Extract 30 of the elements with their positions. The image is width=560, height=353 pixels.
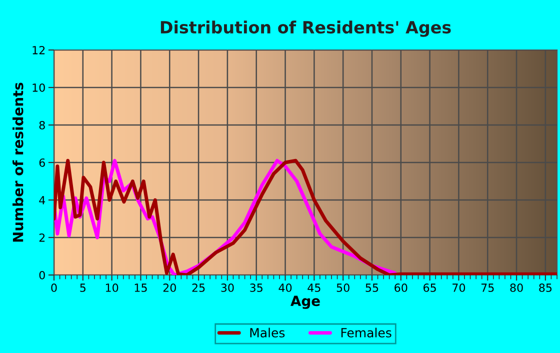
x-tick-label: 55: [366, 284, 378, 292]
x-tick-label: 45: [308, 284, 320, 292]
y-tick-label: 6: [39, 158, 45, 167]
y-tick-label: 4: [39, 196, 46, 204]
y-tick-label: 0: [39, 270, 45, 280]
x-tick-label: 40: [278, 284, 292, 292]
x-tick-label: 80: [510, 284, 523, 292]
x-tick-label: 15: [134, 284, 147, 292]
y-tick-label: 8: [39, 120, 45, 130]
x-tick-label: 20: [163, 284, 176, 292]
x-tick-label: 10: [106, 284, 118, 292]
x-tick-label: 35: [250, 284, 262, 292]
x-tick-label: 70: [452, 284, 466, 292]
y-tick-label: 2: [39, 233, 45, 242]
x-tick-label: 30: [221, 284, 234, 292]
x-tick-label: 60: [394, 284, 408, 292]
y-axis-title: Number of residents: [12, 82, 24, 242]
y-tick-label: 10: [32, 83, 45, 92]
chart-title: Distribution of Residents' Ages: [160, 20, 451, 37]
x-tick-label: 75: [481, 284, 494, 292]
x-tick-label: 50: [336, 284, 350, 292]
y-tick-label: 12: [32, 46, 45, 54]
x-tick-label: 85: [539, 284, 552, 292]
legend-label: Males: [250, 328, 285, 338]
x-tick-label: 65: [424, 284, 436, 292]
legend-label: Females: [341, 328, 392, 338]
x-axis-title: Age: [290, 296, 320, 309]
x-tick-label: 5: [80, 284, 86, 292]
x-tick-label: 25: [192, 284, 205, 292]
x-tick-label: 0: [51, 284, 57, 292]
